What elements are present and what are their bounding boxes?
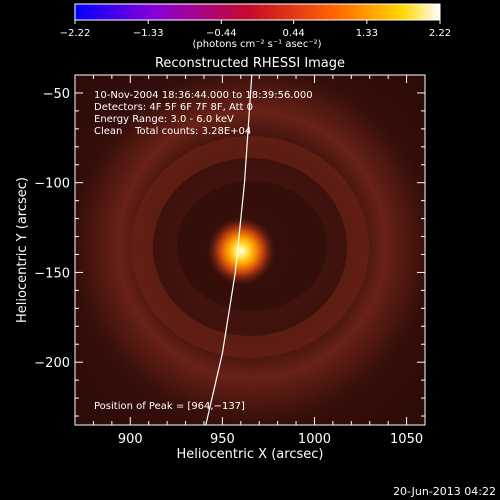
colorbar-units-label: (photons cm⁻² s⁻¹ asec⁻²): [192, 39, 321, 50]
y-tick-label: −100: [34, 177, 70, 192]
y-tick-label: −200: [34, 356, 70, 371]
annotation-peak: Position of Peak = [964,−137]: [94, 401, 245, 412]
colorbar-tick-label: 0.44: [283, 28, 305, 39]
footer-date: 20-Jun-2013 04:22: [393, 485, 496, 498]
image-panel: [75, 75, 425, 425]
chart-title: Reconstructed RHESSI Image: [155, 56, 345, 71]
y-axis: −50 −100 −150 −200: [34, 74, 425, 417]
colorbar-ticks: −2.22 −1.33 −0.44 0.44 1.33 2.22: [60, 20, 451, 39]
colorbar-tick-label: 2.22: [429, 28, 451, 39]
x-axis-label: Heliocentric X (arcsec): [177, 447, 324, 462]
colorbar-tick-label: 1.33: [356, 28, 378, 39]
y-axis-label: Heliocentric Y (arcsec): [15, 177, 30, 323]
x-tick-label: 900: [118, 432, 143, 447]
annotation-counts: Clean Total counts: 3.28E+04: [94, 126, 251, 137]
x-tick-label: 1050: [390, 432, 423, 447]
annotation-detectors: Detectors: 4F 5F 6F 7F 8F, Att 0: [94, 102, 253, 113]
annotation-energy: Energy Range: 3.0 - 6.0 keV: [94, 114, 234, 125]
annotation-time: 10-Nov-2004 18:36:44.000 to 18:39:56.000: [94, 90, 313, 101]
x-axis: 900 950 1000 1050: [92, 75, 426, 447]
y-tick-label: −50: [43, 87, 70, 102]
plot-frame: [74, 74, 426, 426]
inner-ring: [131, 136, 369, 358]
annotation-block: 10-Nov-2004 18:36:44.000 to 18:39:56.000…: [94, 90, 313, 412]
x-tick-label: 950: [210, 432, 235, 447]
peak-source: [207, 217, 276, 286]
colorbar-tick-label: −0.44: [206, 28, 237, 39]
solar-limb-line: [205, 75, 253, 425]
colorbar-tick-label: −1.33: [133, 28, 164, 39]
y-tick-label: −150: [34, 266, 70, 281]
colorbar: [74, 3, 441, 21]
colorbar-tick-label: −2.22: [60, 28, 91, 39]
x-tick-label: 1000: [298, 432, 331, 447]
